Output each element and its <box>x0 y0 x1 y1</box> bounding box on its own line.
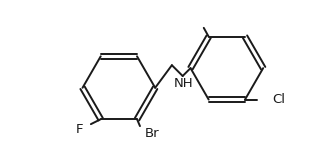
Text: Br: Br <box>145 127 159 140</box>
Text: F: F <box>75 123 83 136</box>
Text: NH: NH <box>174 77 193 90</box>
Text: Cl: Cl <box>272 93 285 106</box>
